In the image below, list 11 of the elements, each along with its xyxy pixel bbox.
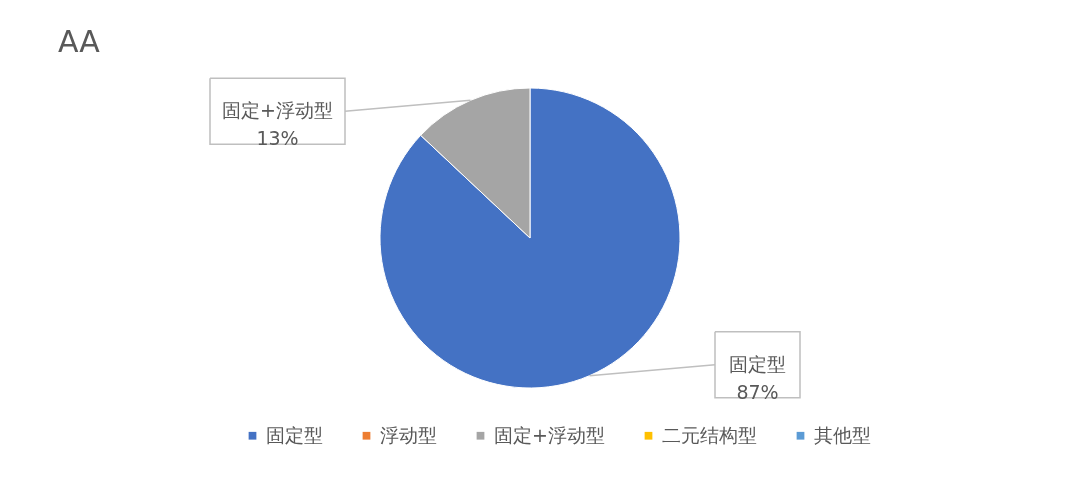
chart-title: AA bbox=[58, 24, 101, 59]
legend-label: 固定+浮动型 bbox=[494, 423, 605, 446]
data-label: 13% bbox=[256, 127, 299, 150]
pie-slice bbox=[379, 87, 681, 389]
legend-label: 浮动型 bbox=[380, 423, 437, 446]
legend-label: 其他型 bbox=[814, 423, 871, 446]
data-label: 87% bbox=[736, 380, 779, 403]
slice-label: 固定型 bbox=[729, 352, 786, 375]
slice-label: 固定+浮动型 bbox=[222, 99, 333, 122]
legend-label: 固定型 bbox=[266, 423, 323, 446]
legend-label: 二元结构型 bbox=[662, 423, 757, 446]
